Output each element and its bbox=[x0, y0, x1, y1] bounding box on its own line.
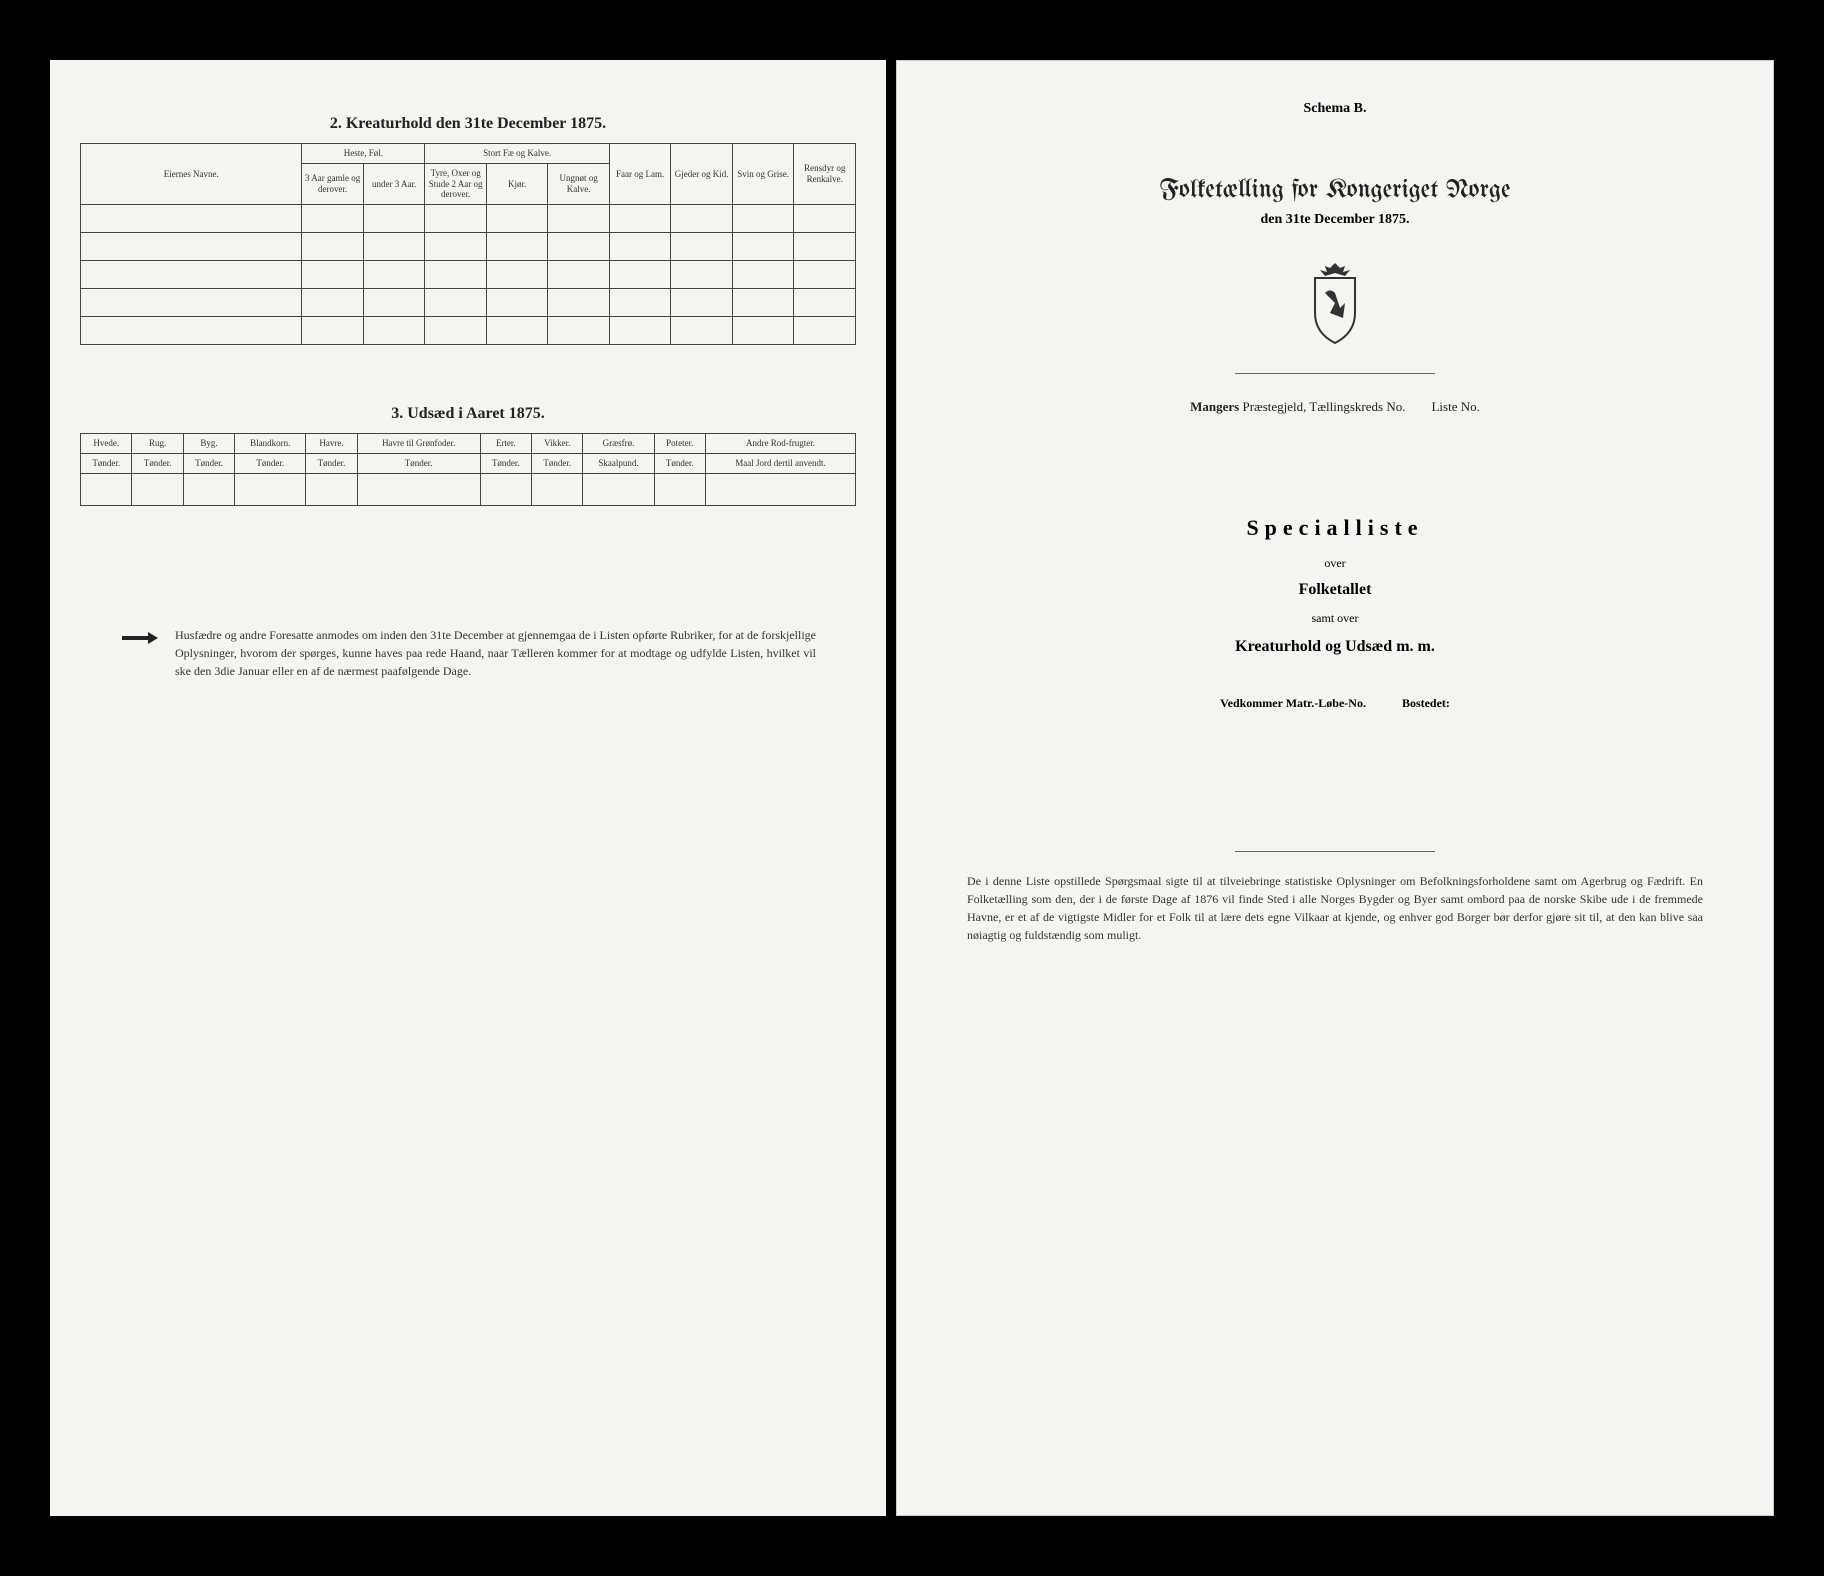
section2-title: 2. Kreaturhold den 31te December 1875. bbox=[80, 115, 856, 133]
th-erter-sub: Tønder. bbox=[480, 453, 531, 473]
th-hvede-sub: Tønder. bbox=[81, 453, 132, 473]
kreatur-heading: Kreaturhold og Udsæd m. m. bbox=[947, 638, 1723, 656]
instructions-block: Husfædre og andre Foresatte anmodes om i… bbox=[80, 626, 856, 680]
liste-label: Liste No. bbox=[1431, 399, 1479, 414]
th-graesfro-sub: Skaalpund. bbox=[583, 453, 654, 473]
th-vikker-sub: Tønder. bbox=[532, 453, 583, 473]
th-andre: Andre Rod-frugter. bbox=[705, 434, 855, 454]
th-heste-under3: under 3 Aar. bbox=[363, 163, 425, 204]
document-frame: 2. Kreaturhold den 31te December 1875. E… bbox=[20, 20, 1804, 1556]
divider bbox=[1235, 373, 1435, 374]
udsaed-table: Hvede. Rug. Byg. Blandkorn. Havre. Havre… bbox=[80, 433, 856, 506]
over-label: over bbox=[947, 556, 1723, 571]
parish-line: Mangers Præstegjeld, Tællingskreds No. L… bbox=[947, 399, 1723, 415]
th-stort-fae: Stort Fæ og Kalve. bbox=[425, 144, 610, 164]
section3-title: 3. Udsæd i Aaret 1875. bbox=[80, 405, 856, 423]
th-kjor: Kjør. bbox=[486, 163, 548, 204]
coat-of-arms-icon bbox=[1295, 258, 1375, 348]
vedkommer-label: Vedkommer Matr.-Løbe-No. bbox=[1220, 696, 1366, 710]
folketallet-heading: Folketallet bbox=[947, 581, 1723, 599]
th-rensdyr: Rensdyr og Renkalve. bbox=[794, 144, 856, 205]
th-havre-gron-sub: Tønder. bbox=[357, 453, 480, 473]
divider bbox=[1235, 851, 1435, 852]
th-ungnot: Ungnøt og Kalve. bbox=[548, 163, 610, 204]
th-tyre: Tyre, Oxer og Stude 2 Aar og derover. bbox=[425, 163, 487, 204]
table-row bbox=[81, 289, 856, 317]
table-row bbox=[81, 205, 856, 233]
left-page: 2. Kreaturhold den 31te December 1875. E… bbox=[50, 60, 886, 1516]
th-poteter: Poteter. bbox=[654, 434, 705, 454]
table-row bbox=[81, 317, 856, 345]
pointing-hand-icon bbox=[120, 626, 160, 650]
th-poteter-sub: Tønder. bbox=[654, 453, 705, 473]
th-andre-sub: Maal Jord dertil anvendt. bbox=[705, 453, 855, 473]
th-blandkorn-sub: Tønder. bbox=[235, 453, 306, 473]
th-blandkorn: Blandkorn. bbox=[235, 434, 306, 454]
bottom-paragraph: De i denne Liste opstillede Spørgsmaal s… bbox=[947, 872, 1723, 944]
th-byg: Byg. bbox=[183, 434, 234, 454]
th-erter: Erter. bbox=[480, 434, 531, 454]
th-eiernes-navne: Eiernes Navne. bbox=[81, 144, 302, 205]
th-heste: Heste, Føl. bbox=[302, 144, 425, 164]
th-svin: Svin og Grise. bbox=[732, 144, 794, 205]
instructions-text: Husfædre og andre Foresatte anmodes om i… bbox=[175, 626, 816, 680]
main-title: Folketælling for Kongeriget Norge bbox=[947, 177, 1723, 204]
right-page: Schema B. Folketælling for Kongeriget No… bbox=[896, 60, 1774, 1516]
schema-label: Schema B. bbox=[947, 101, 1723, 117]
table-row bbox=[81, 261, 856, 289]
th-graesfro: Græsfrø. bbox=[583, 434, 654, 454]
th-rug: Rug. bbox=[132, 434, 183, 454]
table-row bbox=[81, 233, 856, 261]
vedkommer-line: Vedkommer Matr.-Løbe-No. Bostedet: bbox=[947, 696, 1723, 711]
th-vikker: Vikker. bbox=[532, 434, 583, 454]
th-gjeder: Gjeder og Kid. bbox=[671, 144, 733, 205]
th-heste-3aar: 3 Aar gamle og derover. bbox=[302, 163, 364, 204]
specialliste-heading: Specialliste bbox=[947, 515, 1723, 541]
samt-over-label: samt over bbox=[947, 611, 1723, 626]
parish-name: Mangers bbox=[1190, 399, 1239, 414]
bostedet-label: Bostedet: bbox=[1402, 696, 1450, 710]
th-byg-sub: Tønder. bbox=[183, 453, 234, 473]
th-rug-sub: Tønder. bbox=[132, 453, 183, 473]
th-havre: Havre. bbox=[306, 434, 357, 454]
th-havre-gron: Havre til Grønfoder. bbox=[357, 434, 480, 454]
census-date: den 31te December 1875. bbox=[947, 212, 1723, 228]
parish-mid: Præstegjeld, Tællingskreds No. bbox=[1242, 399, 1405, 414]
th-hvede: Hvede. bbox=[81, 434, 132, 454]
kreaturhold-table: Eiernes Navne. Heste, Føl. Stort Fæ og K… bbox=[80, 143, 856, 345]
th-faar: Faar og Lam. bbox=[609, 144, 671, 205]
th-havre-sub: Tønder. bbox=[306, 453, 357, 473]
table-row bbox=[81, 473, 856, 505]
